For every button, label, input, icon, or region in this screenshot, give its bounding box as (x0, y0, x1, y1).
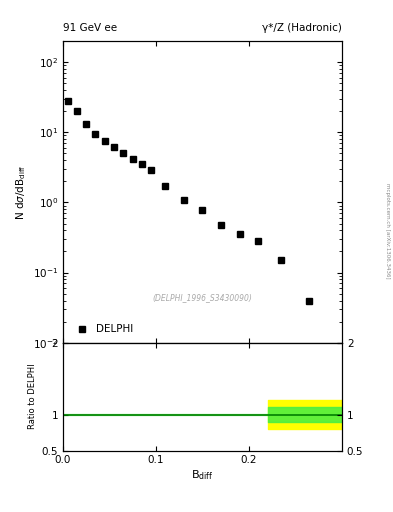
DELPHI (84, 121, 88, 127)
DELPHI (102, 138, 107, 144)
DELPHI (163, 183, 167, 189)
DELPHI (121, 151, 126, 157)
DELPHI (237, 231, 242, 238)
Text: (DELPHI_1996_S3430090): (DELPHI_1996_S3430090) (152, 293, 252, 302)
DELPHI (182, 197, 186, 203)
DELPHI (219, 222, 223, 228)
X-axis label: B$_{\rm diff}$: B$_{\rm diff}$ (191, 468, 214, 482)
Text: mcplots.cern.ch [arXiv:1306.3436]: mcplots.cern.ch [arXiv:1306.3436] (385, 183, 389, 278)
DELPHI (149, 167, 154, 173)
DELPHI (256, 238, 261, 244)
Text: 91 GeV ee: 91 GeV ee (63, 23, 117, 33)
DELPHI (93, 131, 98, 137)
Y-axis label: N d$\sigma$/dB$_{\rm diff}$: N d$\sigma$/dB$_{\rm diff}$ (15, 164, 28, 220)
DELPHI (75, 108, 79, 114)
Y-axis label: Ratio to DELPHI: Ratio to DELPHI (28, 364, 37, 430)
DELPHI (307, 297, 312, 304)
DELPHI (200, 207, 205, 213)
Text: γ*/Z (Hadronic): γ*/Z (Hadronic) (262, 23, 342, 33)
DELPHI (65, 98, 70, 104)
DELPHI (279, 257, 284, 263)
Legend: DELPHI: DELPHI (68, 322, 137, 337)
DELPHI (140, 161, 144, 167)
DELPHI (112, 144, 116, 150)
DELPHI (130, 156, 135, 162)
Line: DELPHI: DELPHI (65, 98, 312, 303)
